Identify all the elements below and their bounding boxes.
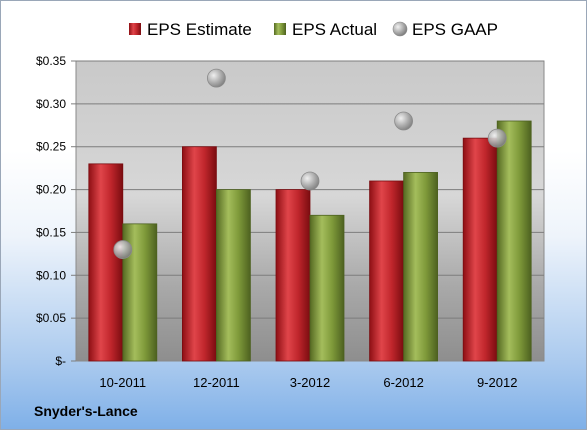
bar-eps-estimate-10-2011 <box>88 163 124 362</box>
legend-label: EPS Estimate <box>147 20 252 39</box>
y-tick-label: $0.15 <box>36 225 66 239</box>
point-eps-gaap-12-2011 <box>206 68 226 88</box>
x-tick-label: 10-2011 <box>99 375 146 390</box>
bar-eps-actual-3-2012 <box>309 214 345 362</box>
bars <box>88 120 532 362</box>
bar-eps-actual-9-2012 <box>496 120 532 362</box>
y-tick-label: $0.30 <box>36 97 66 111</box>
x-tick-label: 3-2012 <box>290 375 330 390</box>
point-eps-gaap-6-2012 <box>394 111 414 131</box>
bar-eps-estimate-9-2012 <box>462 137 498 362</box>
point-eps-gaap-9-2012 <box>487 128 507 148</box>
point-eps-gaap-10-2011 <box>113 240 133 259</box>
bar-eps-estimate-6-2012 <box>369 180 405 362</box>
legend-swatch <box>392 21 408 37</box>
x-tick-label: 9-2012 <box>477 375 517 390</box>
y-tick-label: $0.10 <box>36 268 66 282</box>
legend-label: EPS Actual <box>292 20 377 39</box>
y-axis: $- $0.05 $0.10 $0.15 $0.20 $0.25 $0.30 $0.35 <box>36 54 76 368</box>
x-axis: 10-2011 12-2011 3-2012 6-2012 9-2012 <box>99 375 517 390</box>
bar-eps-estimate-12-2011 <box>181 146 217 362</box>
bar-eps-actual-12-2011 <box>215 189 251 362</box>
gaap-points <box>113 68 507 259</box>
x-tick-label: 12-2011 <box>193 375 240 390</box>
bar-eps-estimate-3-2012 <box>275 189 311 362</box>
x-tick-label: 6-2012 <box>383 375 423 390</box>
y-tick-label: $0.35 <box>36 54 66 68</box>
y-tick-label: $- <box>55 354 66 368</box>
y-tick-label: $0.05 <box>36 311 66 325</box>
company-name: Snyder's-Lance <box>34 403 138 419</box>
bar-eps-actual-6-2012 <box>403 172 439 362</box>
point-eps-gaap-3-2012 <box>300 171 320 191</box>
legend-label: EPS GAAP <box>412 20 498 39</box>
y-tick-label: $0.25 <box>36 140 66 154</box>
legend-swatch <box>129 23 141 35</box>
y-tick-label: $0.20 <box>36 183 66 197</box>
legend: EPS Estimate EPS Actual EPS GAAP <box>129 20 498 39</box>
legend-swatch <box>274 23 286 35</box>
